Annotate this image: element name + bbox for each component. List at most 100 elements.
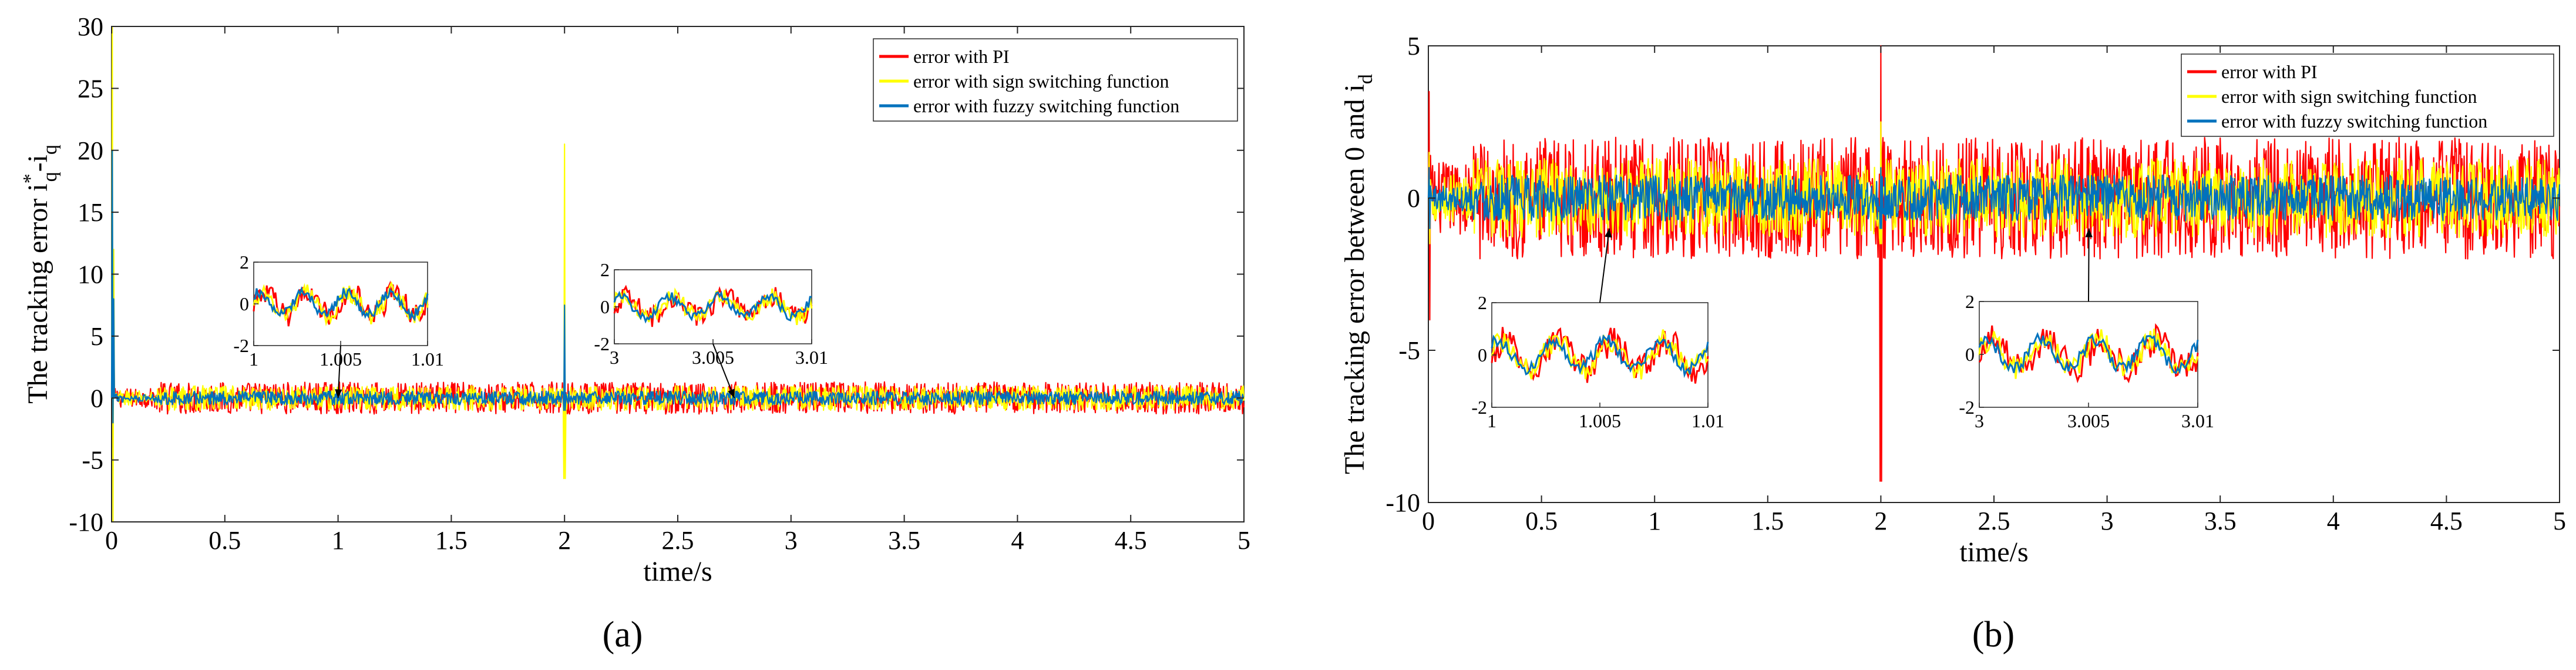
x-tick-label: 2.5: [662, 526, 694, 555]
inset-x-tick-label: 3: [1975, 410, 1984, 431]
y-axis-label-part: q: [39, 172, 61, 182]
y-axis-label-part: d: [1355, 74, 1377, 84]
legend-entry-0: error with PI: [2221, 61, 2318, 82]
panel-a: 0 0.5 1 1.5 2 2.5 3 3.5 4 4.5 5-10-5051015202530ti…: [19, 12, 1250, 655]
inset-x-tick-label: 3.005: [692, 347, 734, 368]
y-axis-label: The tracking error between 0 and id: [1339, 74, 1377, 474]
panel-b: 0 0.5 1 1.5 2 2.5 3 3.5 4 4.5 5 -10 -5 0 5 time/s The tr…: [1339, 32, 2566, 655]
inset-y-tick-label: 0: [240, 293, 249, 314]
inset-series-line-2: [1491, 334, 1709, 378]
x-tick-label: 4: [1011, 526, 1024, 555]
inset-series-line-2: [613, 290, 812, 324]
series-line-1: [1427, 121, 2561, 244]
zoom-arrow: [337, 345, 341, 398]
inset-x-tick-label: 1.005: [1579, 410, 1621, 431]
inset-x-tick-label: 3.005: [2067, 410, 2110, 431]
inset-y-tick-label: 0: [600, 296, 610, 317]
inset-1: 3 3.005 3.01 -2 0 2: [594, 259, 828, 398]
inset-x-tick-label: 3.01: [2181, 410, 2214, 431]
x-tick-label: 2.5: [1978, 507, 2010, 535]
inset-1: 3 3.005 3.01 -2 0 2: [1959, 228, 2214, 431]
series-line-2: [110, 149, 1245, 424]
x-tick-label: 3: [785, 526, 798, 555]
x-tick-label: 1.5: [1751, 507, 1784, 535]
inset-y-tick-label: 2: [1965, 291, 1975, 312]
y-tick-label: -10: [1385, 488, 1420, 517]
inset-y-tick-label: 2: [240, 252, 249, 273]
y-axis-label-part: *: [19, 173, 41, 183]
y-tick-label: 5: [1407, 32, 1420, 61]
y-axis-label-part: q: [39, 145, 61, 155]
y-axis-label-part: The tracking error i: [22, 183, 53, 403]
zoom-arrow-head: [1605, 228, 1612, 238]
legend-entry-2: error with fuzzy switching function: [913, 95, 1179, 116]
x-tick-label: 0: [1422, 507, 1435, 535]
y-tick-label: 0: [90, 384, 103, 413]
inset-y-tick-label: -2: [233, 335, 249, 356]
zoom-arrow-head: [2085, 228, 2093, 237]
series-line-2: [1427, 167, 2561, 229]
x-tick-label: 1.5: [435, 526, 468, 555]
inset-x-tick-label: 3: [610, 347, 619, 368]
y-tick-label: 0: [1407, 184, 1420, 213]
inset-series-line-2: [253, 286, 429, 322]
inset-y-tick-label: 0: [1965, 344, 1975, 365]
x-tick-label: 4.5: [1115, 526, 1147, 555]
x-tick-label: 0.5: [208, 526, 241, 555]
inset-y-tick-label: -2: [1959, 397, 1975, 418]
inset-x-tick-label: 1: [249, 349, 258, 370]
y-tick-label: 30: [78, 12, 103, 41]
x-tick-label: 2: [1874, 507, 1887, 535]
panel-caption: (b): [1972, 615, 2015, 655]
y-tick-label: -10: [69, 508, 103, 537]
legend-box: [873, 38, 1238, 122]
legend-entry-2: error with fuzzy switching function: [2221, 110, 2487, 132]
zoom-arrow-head: [728, 388, 735, 398]
zoom-arrow: [1599, 228, 1610, 303]
x-tick-label: 4.5: [2430, 507, 2463, 535]
x-tick-label: 2: [558, 526, 571, 555]
x-tick-label: 1: [332, 526, 345, 555]
inset-y-tick-label: 2: [1478, 292, 1487, 313]
x-tick-label: 4: [2327, 507, 2340, 535]
y-tick-label: 15: [78, 198, 103, 227]
zoom-arrow: [712, 343, 735, 398]
y-tick-label: -5: [1398, 336, 1420, 365]
x-tick-label: 1: [1648, 507, 1661, 535]
x-axis-label: time/s: [1959, 537, 2028, 568]
x-axis-label: time/s: [643, 556, 712, 587]
inset-x-tick-label: 3.01: [795, 347, 828, 368]
x-tick-label: 5: [2553, 507, 2566, 535]
y-tick-label: 5: [90, 322, 103, 351]
y-axis-label: The tracking error i*q-iq: [19, 145, 61, 404]
inset-y-tick-label: -2: [1471, 397, 1487, 418]
inset-y-tick-label: -2: [594, 333, 610, 354]
inset-0: 1 1.005 1.01-202: [233, 252, 444, 398]
inset-y-tick-label: 0: [1478, 344, 1487, 366]
inset-0: 1 1.005 1.01 -2 0 2: [1471, 228, 1724, 431]
y-axis-label-part: -i: [22, 155, 53, 172]
y-tick-label: 20: [78, 136, 103, 165]
legend-entry-1: error with sign switching function: [913, 71, 1169, 92]
y-tick-label: 25: [78, 74, 103, 103]
x-tick-label: 3.5: [888, 526, 920, 555]
x-tick-label: 3: [2101, 507, 2114, 535]
legend-entry-1: error with sign switching function: [2221, 86, 2477, 107]
x-tick-label: 5: [1237, 526, 1250, 555]
x-tick-label: 0: [105, 526, 118, 555]
inset-x-tick-label: 1: [1487, 410, 1496, 431]
inset-series-line-2: [1978, 331, 2199, 374]
legend-entry-0: error with PI: [913, 46, 1010, 67]
x-tick-label: 3.5: [2204, 507, 2237, 535]
zoom-arrow-head: [335, 389, 342, 398]
panel-caption: (a): [603, 615, 643, 655]
inset-x-tick-label: 1.01: [411, 349, 444, 370]
inset-x-tick-label: 1.01: [1691, 410, 1724, 431]
inset-series-line-0: [253, 280, 429, 327]
y-axis-label-part: The tracking error between 0 and i: [1339, 84, 1370, 474]
legend-box: [2181, 53, 2554, 137]
x-tick-label: 0.5: [1525, 507, 1558, 535]
y-tick-label: -5: [82, 446, 103, 475]
